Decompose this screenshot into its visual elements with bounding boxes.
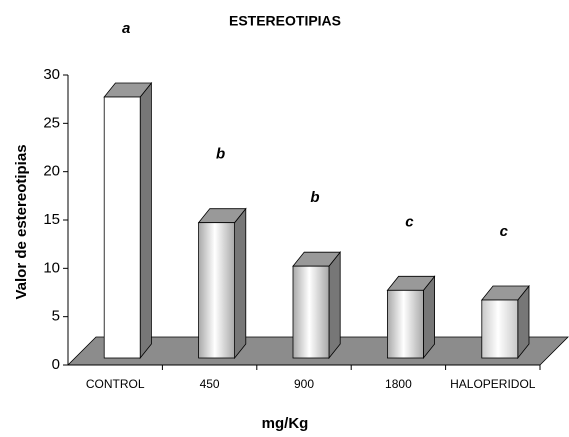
bar bbox=[103, 96, 141, 359]
bar bbox=[481, 299, 519, 359]
bar bbox=[386, 289, 424, 359]
x-tick-label: HALOPERIDOL bbox=[450, 377, 536, 391]
y-tick-label: 30 bbox=[43, 66, 60, 83]
x-tick-label: 1800 bbox=[385, 377, 412, 391]
annotation: a bbox=[122, 20, 130, 37]
chart-title: ESTEREOTIPIAS bbox=[229, 13, 341, 29]
bar-side bbox=[328, 251, 341, 360]
annotation: c bbox=[500, 223, 509, 240]
y-tick-label: 5 bbox=[52, 308, 60, 325]
bar bbox=[198, 222, 236, 359]
x-tick-label: 450 bbox=[200, 377, 220, 391]
x-tick-label: CONTROL bbox=[86, 377, 145, 391]
y-tick-label: 25 bbox=[43, 114, 60, 131]
bar-side bbox=[139, 81, 152, 360]
y-tick-label: 0 bbox=[52, 356, 60, 373]
annotation: c bbox=[405, 213, 414, 230]
annotation: b bbox=[310, 189, 319, 206]
y-tick-label: 20 bbox=[43, 163, 60, 180]
annotation: b bbox=[216, 146, 225, 163]
bar-side bbox=[234, 207, 247, 360]
x-axis-label: mg/Kg bbox=[262, 415, 309, 432]
x-tick-label: 900 bbox=[294, 377, 314, 391]
bar bbox=[292, 265, 330, 359]
y-axis-label: Valor de estereotipias bbox=[13, 144, 30, 299]
y-tick-label: 10 bbox=[43, 259, 60, 276]
y-tick-label: 15 bbox=[43, 211, 60, 228]
